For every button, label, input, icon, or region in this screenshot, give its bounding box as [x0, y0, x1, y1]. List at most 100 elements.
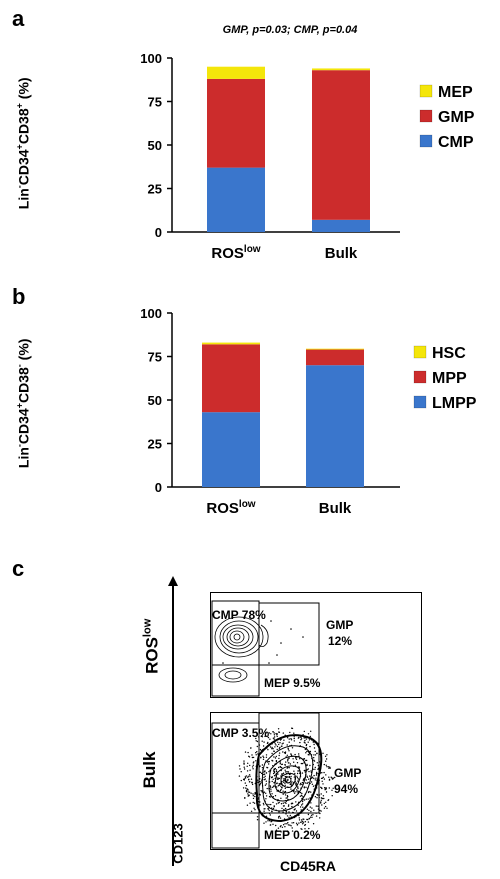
scatter-dot: [272, 801, 274, 804]
scatter-dot: [263, 791, 266, 793]
scatter-dot: [303, 799, 306, 801]
bar-segment-lmpp: [306, 365, 364, 487]
scatter-dot: [285, 797, 287, 799]
bar-segment-gmp: [207, 78, 265, 168]
scatter-dot: [312, 823, 315, 825]
scatter-dot: [263, 810, 265, 812]
scatter-dot: [246, 770, 249, 772]
scatter-dot: [313, 777, 315, 780]
scatter-dot: [295, 810, 298, 812]
scatter-dot: [311, 816, 313, 818]
scatter-dot: [314, 766, 316, 769]
scatter-dot: [247, 762, 249, 764]
scatter-dot: [249, 764, 251, 767]
scatter-dot: [283, 805, 285, 807]
scatter-dot: [303, 758, 306, 760]
scatter-dot: [277, 778, 280, 780]
scatter-dot: [287, 771, 290, 773]
bottom-gmp-label-2: 94%: [334, 782, 359, 796]
scatter-dot: [277, 777, 279, 779]
scatter-dot: [286, 830, 289, 832]
scatter-dot: [273, 750, 275, 752]
legend-label-hsc: HSC: [432, 345, 466, 362]
scatter-dot: [308, 827, 310, 830]
scatter-dot: [303, 730, 305, 733]
scatter-dot: [247, 789, 249, 791]
scatter-dot: [322, 795, 325, 797]
scatter-dot: [312, 814, 314, 816]
scatter-dot: [265, 731, 267, 734]
scatter-dot: [263, 779, 265, 781]
scatter-dot: [284, 764, 286, 766]
scatter-dot: [255, 760, 257, 762]
scatter-dot: [320, 810, 322, 812]
scatter-dot: [303, 769, 306, 772]
scatter-dot: [315, 773, 318, 775]
scatter-dot: [283, 781, 285, 783]
scatter-dot: [304, 824, 306, 826]
scatter-dot: [272, 796, 274, 798]
scatter-dot: [280, 787, 283, 789]
scatter-dot: [310, 810, 312, 813]
scatter-dot: [252, 801, 254, 804]
scatter-dot: [274, 767, 276, 770]
scatter-dot: [281, 745, 283, 747]
scatter-dot: [277, 827, 280, 829]
y-tick-label: 100: [140, 51, 162, 66]
scatter-dot: [288, 804, 290, 806]
scatter-dot: [265, 772, 267, 774]
scatter-dot: [271, 776, 273, 778]
scatter-dot: [269, 785, 271, 787]
scatter-dot: [271, 746, 273, 749]
scatter-dot: [275, 769, 278, 771]
scatter-dot: [302, 806, 304, 808]
scatter-dot: [273, 756, 275, 758]
y-tick-label: 0: [155, 225, 162, 240]
scatter-dot: [275, 761, 278, 763]
scatter-dot: [245, 784, 248, 787]
scatter-dot: [275, 824, 277, 827]
scatter-dot: [293, 737, 295, 740]
scatter-dot: [314, 750, 316, 753]
y-tick-label: 0: [155, 480, 162, 495]
scatter-dot: [251, 781, 253, 784]
scatter-dot: [245, 775, 247, 777]
scatter-dot: [265, 756, 268, 758]
scatter-dot: [272, 731, 274, 733]
scatter-dot: [300, 762, 303, 765]
y-tick-label: 50: [148, 393, 162, 408]
scatter-dot: [309, 816, 312, 818]
scatter-dot: [277, 728, 280, 730]
scatter-dot: [310, 802, 312, 804]
contour-plot-bottom: [211, 713, 336, 849]
scatter-dot: [291, 781, 293, 783]
scatter-dot: [281, 807, 283, 810]
scatter-dot: [300, 821, 302, 823]
scatter-dot: [322, 752, 324, 754]
scatter-dot: [265, 798, 267, 800]
scatter-dot: [294, 772, 296, 775]
scatter-dot: [309, 806, 311, 808]
scatter-dot: [243, 768, 246, 770]
scatter-dot: [289, 814, 291, 817]
scatter-dot: [255, 754, 257, 756]
scatter-dot: [261, 740, 263, 742]
scatter-dot: [249, 769, 251, 771]
scatter-dot: [314, 768, 316, 770]
scatter-dot: [256, 751, 258, 753]
scatter-dot: [314, 779, 316, 781]
scatter-dot: [285, 813, 287, 815]
scatter-dot: [290, 825, 292, 827]
scatter-dot: [238, 775, 241, 777]
scatter-dot: [293, 736, 295, 738]
scatter-dot: [280, 788, 282, 791]
scatter-dot: [334, 776, 336, 779]
scatter-dot: [293, 776, 296, 778]
scatter-dot: [283, 779, 285, 781]
scatter-dot: [307, 768, 309, 770]
scatter-dot: [316, 762, 318, 764]
scatter-dot: [275, 732, 277, 735]
scatter-dot: [260, 781, 263, 783]
scatter-dot: [325, 791, 328, 793]
scatter-dot: [245, 790, 248, 793]
